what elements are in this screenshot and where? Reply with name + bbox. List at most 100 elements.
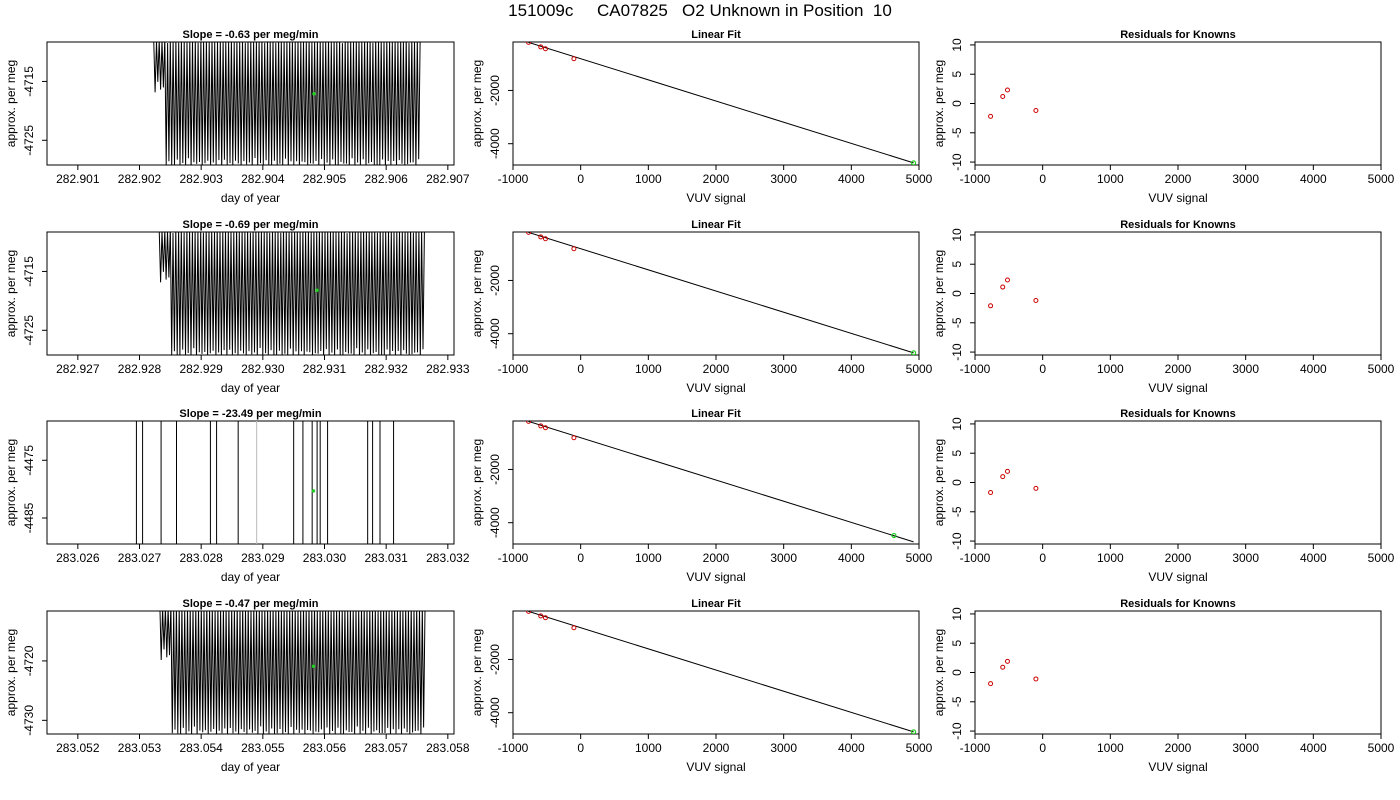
y-axis: -2000 -4000 bbox=[488, 454, 513, 538]
x-tick-label: 1000 bbox=[635, 741, 662, 755]
residual-point bbox=[1000, 93, 1006, 99]
x-axis: -1000 0 1000 2000 3000 4000 5000 bbox=[498, 734, 933, 755]
x-tick-label: 4000 bbox=[838, 741, 865, 755]
y-axis: -2000 -4000 bbox=[488, 75, 513, 159]
residual-point bbox=[1004, 658, 1010, 664]
x-axis-label: VUV signal bbox=[686, 570, 745, 584]
x-tick-label: 4000 bbox=[1300, 362, 1327, 376]
x-tick-label: 282.928 bbox=[118, 362, 162, 376]
y-axis-label: approx. per meg bbox=[470, 439, 484, 526]
x-tick-label: -1000 bbox=[960, 172, 991, 186]
known-point bbox=[538, 423, 544, 429]
plot-frame bbox=[974, 420, 1382, 545]
x-tick-label: 5000 bbox=[906, 362, 933, 376]
y-tick-label: -10 bbox=[950, 532, 964, 550]
plot-frame bbox=[46, 420, 455, 545]
fit-line bbox=[528, 611, 914, 733]
y-axis-label: approx. per meg bbox=[932, 629, 946, 716]
x-axis-label: day of year bbox=[221, 570, 280, 584]
x-tick-label: 2000 bbox=[1165, 172, 1192, 186]
x-axis-label: VUV signal bbox=[1148, 760, 1207, 774]
y-tick-label: -5 bbox=[950, 317, 964, 328]
x-tick-label: -1000 bbox=[498, 551, 529, 565]
chart-panel-7: Slope = -23.49 per meg/min 283.026 283.027… bbox=[4, 408, 470, 584]
x-tick-label: 3000 bbox=[770, 741, 797, 755]
x-tick-label: 2000 bbox=[1165, 362, 1192, 376]
plot-marks bbox=[159, 611, 426, 734]
x-tick-label: 3000 bbox=[1232, 741, 1259, 755]
chart-panel-6: Residuals for Knowns -1000 0 1000 2000 3000 40… bbox=[932, 219, 1395, 395]
y-tick-label: -2000 bbox=[488, 644, 502, 675]
y-axis: 10 5 0 -5 -10 bbox=[950, 417, 975, 550]
y-tick-label: -4715 bbox=[22, 256, 36, 287]
y-tick-label: -10 bbox=[950, 153, 964, 171]
x-tick-label: 283.029 bbox=[241, 551, 285, 565]
x-tick-label: 4000 bbox=[1300, 172, 1327, 186]
y-tick-label: -4715 bbox=[22, 66, 36, 97]
x-tick-label: 5000 bbox=[1368, 551, 1395, 565]
x-tick-label: 283.053 bbox=[118, 741, 162, 755]
known-point bbox=[526, 42, 532, 45]
x-tick-label: 1000 bbox=[635, 172, 662, 186]
y-tick-label: 5 bbox=[950, 640, 964, 647]
x-tick-label: 282.931 bbox=[303, 362, 347, 376]
y-tick-label: 10 bbox=[950, 607, 964, 621]
residual-point bbox=[1033, 298, 1039, 304]
y-axis-label: approx. per meg bbox=[4, 250, 18, 337]
unknown-point bbox=[910, 350, 917, 355]
x-tick-label: 4000 bbox=[838, 362, 865, 376]
chart-title: Slope = -0.47 per meg/min bbox=[182, 598, 318, 610]
y-axis-label: approx. per meg bbox=[4, 629, 18, 716]
y-tick-label: -4485 bbox=[22, 502, 36, 533]
x-tick-label: 283.054 bbox=[179, 741, 223, 755]
x-tick-label: 2000 bbox=[703, 172, 730, 186]
x-tick-label: 1000 bbox=[1097, 741, 1124, 755]
x-tick-label: 1000 bbox=[635, 551, 662, 565]
chart-panel-5: Linear Fit -1000 0 1000 2000 3000 4000 5000 VUV … bbox=[470, 219, 933, 395]
x-tick-label: -1000 bbox=[960, 551, 991, 565]
y-tick-label: -4475 bbox=[22, 445, 36, 476]
y-axis-label: approx. per meg bbox=[470, 60, 484, 147]
plot-frame bbox=[46, 231, 455, 356]
x-tick-label: 282.929 bbox=[179, 362, 223, 376]
y-tick-label: -4720 bbox=[22, 645, 36, 676]
x-axis: 283.026 283.027 283.028 283.029 283.030 283.0… bbox=[56, 544, 470, 565]
x-axis-label: VUV signal bbox=[686, 191, 745, 205]
y-tick-label: -4000 bbox=[488, 318, 502, 349]
y-axis-label: approx. per meg bbox=[932, 60, 946, 147]
residual-point bbox=[1000, 664, 1006, 670]
x-axis: -1000 0 1000 2000 3000 4000 5000 bbox=[960, 355, 1395, 376]
y-tick-label: -4730 bbox=[22, 705, 36, 736]
x-tick-label: 3000 bbox=[770, 551, 797, 565]
x-tick-label: 282.902 bbox=[118, 172, 162, 186]
x-tick-label: 283.030 bbox=[303, 551, 347, 565]
residual-point bbox=[1004, 468, 1010, 474]
x-axis-label: VUV signal bbox=[686, 760, 745, 774]
plot-marks bbox=[526, 421, 914, 543]
y-tick-label: 0 bbox=[950, 100, 964, 107]
x-tick-label: 283.058 bbox=[426, 741, 470, 755]
signal-trace bbox=[153, 42, 421, 165]
plot-frame bbox=[974, 610, 1382, 735]
plot-marks bbox=[988, 658, 1039, 687]
chart-title: Slope = -0.63 per meg/min bbox=[182, 29, 318, 41]
x-tick-label: -1000 bbox=[960, 362, 991, 376]
x-tick-label: 282.933 bbox=[426, 362, 470, 376]
unknown-mean-point bbox=[311, 489, 316, 493]
y-axis: 10 5 0 -5 -10 bbox=[950, 228, 975, 361]
x-tick-label: -1000 bbox=[498, 362, 529, 376]
x-axis-label: VUV signal bbox=[1148, 570, 1207, 584]
plot-frame bbox=[974, 41, 1382, 166]
residual-point bbox=[988, 681, 994, 687]
chart-title: Linear Fit bbox=[691, 598, 741, 610]
chart-title: Residuals for Knowns bbox=[1120, 219, 1236, 231]
x-tick-label: 283.027 bbox=[118, 551, 162, 565]
x-tick-label: 283.026 bbox=[56, 551, 100, 565]
x-axis: -1000 0 1000 2000 3000 4000 5000 bbox=[960, 734, 1395, 755]
known-point bbox=[571, 246, 577, 252]
residual-point bbox=[1033, 108, 1039, 114]
x-tick-label: 1000 bbox=[1097, 362, 1124, 376]
x-tick-label: 3000 bbox=[1232, 362, 1259, 376]
